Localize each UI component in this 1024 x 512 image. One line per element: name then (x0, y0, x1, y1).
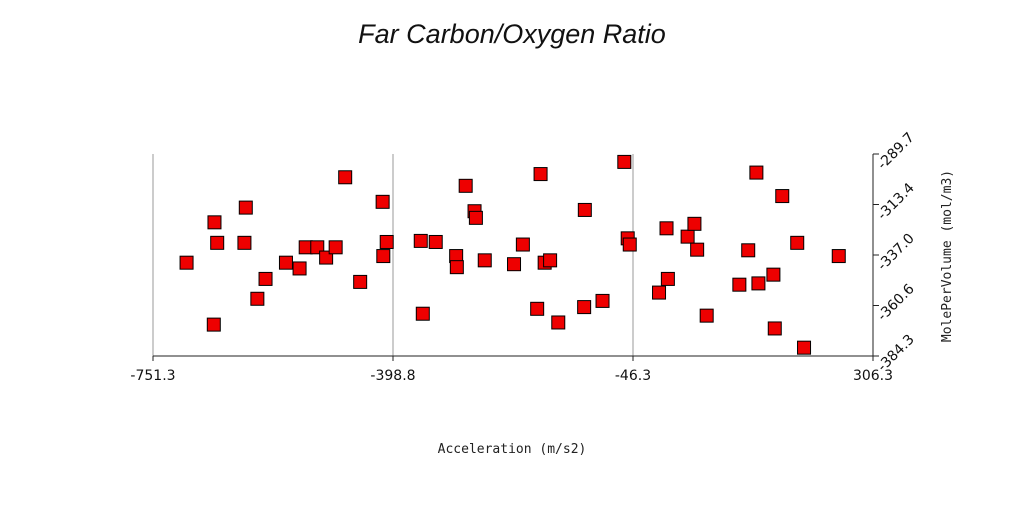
data-point (775, 189, 790, 204)
data-point (237, 235, 252, 250)
data-point (699, 308, 714, 323)
data-point (797, 340, 812, 355)
data-point (659, 221, 674, 236)
data-point (766, 267, 781, 282)
chart-title: Far Carbon/Oxygen Ratio (358, 19, 666, 49)
data-point (687, 216, 702, 231)
data-point (751, 276, 766, 291)
data-point (468, 210, 483, 225)
y-tick-label: -360.6 (875, 281, 918, 324)
data-point (415, 306, 430, 321)
data-point (375, 194, 390, 209)
data-points (179, 154, 846, 355)
x-tick-label: -398.8 (370, 368, 415, 384)
y-ticks: -289.7 -313.4 -337.0 -360.6 -384.3 (873, 130, 918, 375)
y-tick-label: -313.4 (875, 180, 918, 223)
y-tick-label: -337.0 (875, 231, 918, 274)
x-tick-label: 306.3 (853, 368, 893, 384)
data-point (428, 234, 443, 249)
data-point (298, 240, 313, 255)
data-point (515, 237, 530, 252)
data-point (741, 243, 756, 258)
data-point (622, 237, 637, 252)
data-point (507, 257, 522, 272)
data-point (210, 235, 225, 250)
data-point (477, 253, 492, 268)
data-point (543, 253, 558, 268)
data-point (292, 261, 307, 276)
y-tick-label: -289.7 (875, 130, 918, 173)
data-point (652, 285, 667, 300)
data-point (379, 234, 394, 249)
data-point (831, 249, 846, 264)
data-point (767, 321, 782, 336)
data-point (449, 260, 464, 275)
y-tick-label: -384.3 (875, 332, 918, 375)
data-point (551, 315, 566, 330)
data-point (680, 229, 695, 244)
x-tick-label: -751.3 (130, 368, 175, 384)
data-point (595, 293, 610, 308)
data-point (207, 215, 222, 230)
x-tick-label: -46.3 (615, 368, 651, 384)
data-point (690, 242, 705, 257)
data-point (458, 178, 473, 193)
data-point (376, 249, 391, 264)
data-point (660, 271, 675, 286)
y-axis-label: MolePerVolume (mol/m3) (940, 170, 955, 342)
data-point (338, 170, 353, 185)
data-point (530, 301, 545, 316)
x-ticks: -751.3 -398.8 -46.3 306.3 (130, 356, 893, 384)
data-point (533, 167, 548, 182)
data-point (258, 271, 273, 286)
data-point (238, 200, 253, 215)
data-point (353, 274, 368, 289)
data-point (328, 240, 343, 255)
data-point (577, 300, 592, 315)
data-point (749, 165, 764, 180)
data-point (278, 255, 293, 270)
x-axis-label: Acceleration (m/s2) (438, 442, 587, 457)
data-point (413, 233, 428, 248)
data-point (617, 154, 632, 169)
data-point (250, 291, 265, 306)
data-point (577, 202, 592, 217)
data-point (179, 255, 194, 270)
data-point (790, 235, 805, 250)
grid-lines (152, 154, 634, 356)
data-point (206, 317, 221, 332)
data-point (732, 277, 747, 292)
